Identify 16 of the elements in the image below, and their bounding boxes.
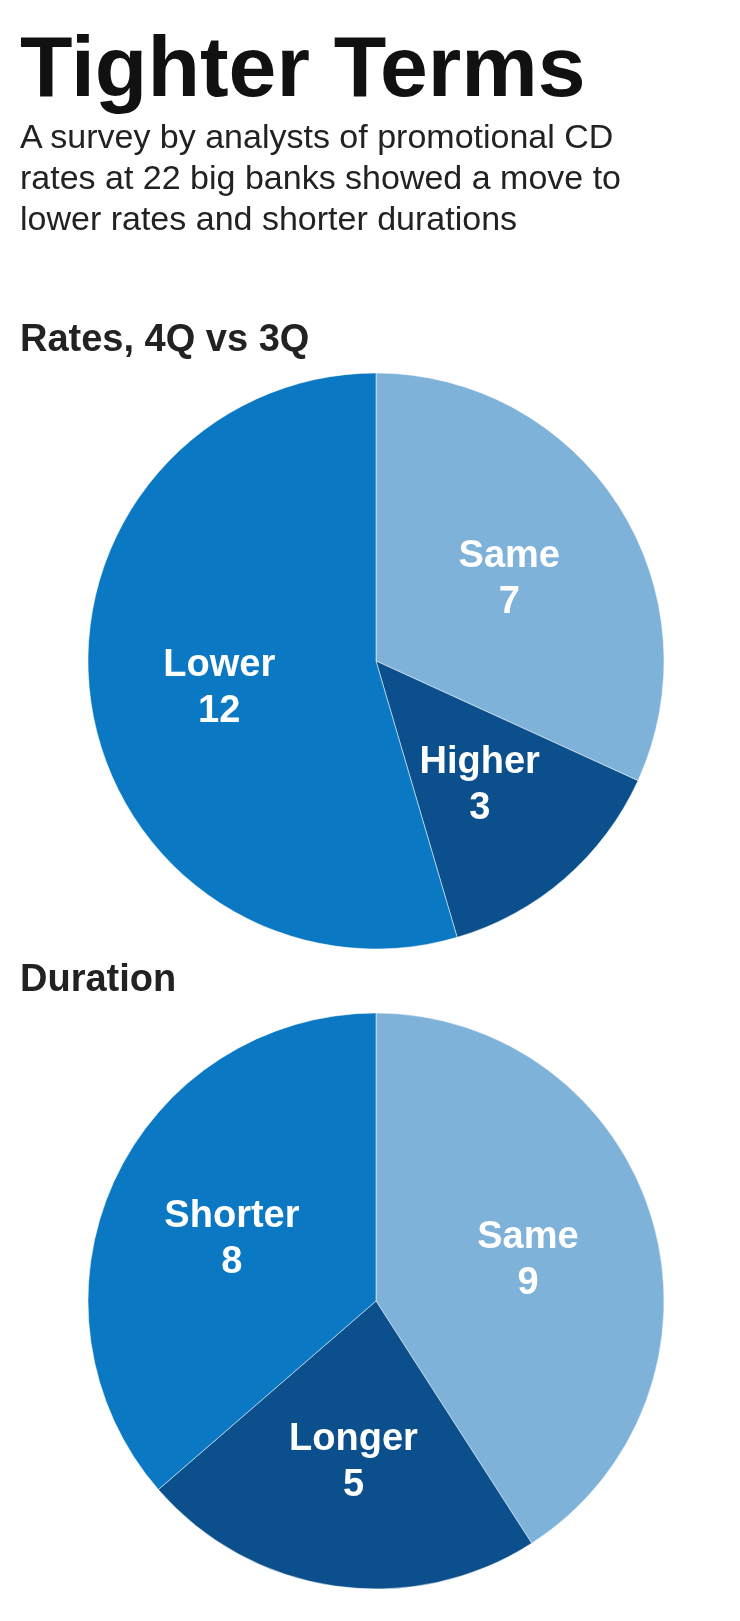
text: A survey by analysts of promotional CD rates at 22 big banks showed a move to lower rates and shorter durations <box>20 117 622 237</box>
chart-title: Duration <box>20 957 177 999</box>
slice-label: Higher <box>419 738 541 781</box>
data-label: 3 <box>469 784 491 827</box>
slice-label: Longer <box>289 1415 419 1458</box>
data-label: 8 <box>221 1239 243 1282</box>
data-label: 9 <box>517 1260 539 1303</box>
chart-title: Rates, 4Q vs 3Q <box>20 317 310 359</box>
data-label: 5 <box>342 1461 365 1504</box>
slice-label: Lower <box>163 641 276 684</box>
data-label: 12 <box>198 687 241 730</box>
slice-label: Shorter <box>164 1193 300 1236</box>
slice-label: Same <box>458 533 560 576</box>
slice-label: Same <box>477 1214 579 1257</box>
text: Tighter Terms <box>20 18 586 114</box>
data-label: 7 <box>498 579 520 622</box>
